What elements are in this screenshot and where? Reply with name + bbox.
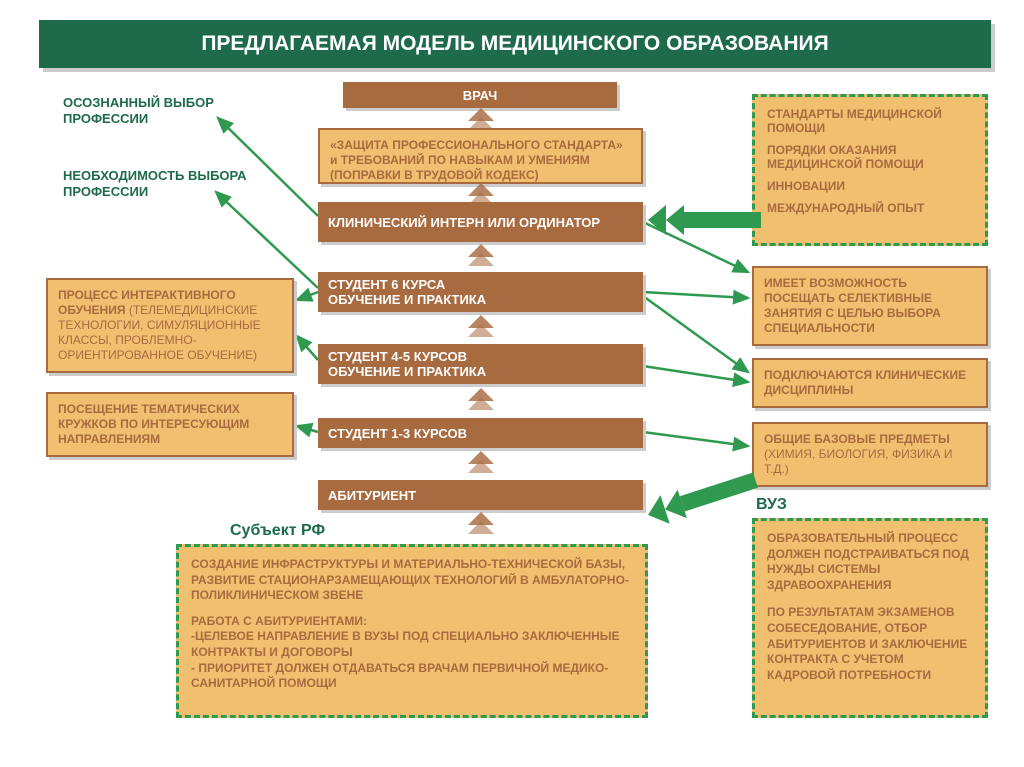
right-box-selective: ИМЕЕТ ВОЗМОЖНОСТЬ ПОСЕЩАТЬ СЕЛЕКТИВНЫЕ З… [752, 266, 988, 346]
stage-applicant: АБИТУРИЕНТ [318, 480, 643, 510]
chevron-up-6 [468, 512, 494, 530]
chevron-up-0 [468, 108, 494, 126]
thin-arrow-clinical_from6 [643, 296, 748, 372]
thin-arrow-conscious_choice [218, 118, 318, 216]
label-need_choice: НЕОБХОДИМОСТЬ ВЫБОРА ПРОФЕССИИ [63, 168, 263, 199]
vuz-box: ОБРАЗОВАТЕЛЬНЫЙ ПРОЦЕСС ДОЛЖЕН ПОДСТРАИВ… [752, 518, 988, 718]
stage-year45: СТУДЕНТ 4-5 КУРСОВ ОБУЧЕНИЕ И ПРАКТИКА [318, 344, 643, 384]
thin-arrow-need_choice [216, 192, 318, 288]
title-bar: ПРЕДЛАГАЕМАЯ МОДЕЛЬ МЕДИЦИНСКОГО ОБРАЗОВ… [39, 20, 991, 68]
right-box-basic: ОБЩИЕ БАЗОВЫЕ ПРЕДМЕТЫ (ХИМИЯ, БИОЛОГИЯ,… [752, 422, 988, 487]
standards-box: СТАНДАРТЫ МЕДИЦИНСКОЙ ПОМОЩИПОРЯДКИ ОКАЗ… [752, 94, 988, 246]
stage-year6: СТУДЕНТ 6 КУРСА ОБУЧЕНИЕ И ПРАКТИКА [318, 272, 643, 312]
chevron-up-2 [468, 244, 494, 262]
stage-doctor: ВРАЧ [343, 82, 617, 108]
chevron-up-3 [468, 315, 494, 333]
subject-label: Субъект РФ [230, 522, 325, 540]
vuz-label: ВУЗ [756, 496, 787, 514]
left-box-interactive: ПРОЦЕСС ИНТЕРАКТИВНОГО ОБУЧЕНИЯ (ТЕЛЕМЕД… [46, 278, 294, 373]
title-text: ПРЕДЛАГАЕМАЯ МОДЕЛЬ МЕДИЦИНСКОГО ОБРАЗОВ… [201, 32, 828, 56]
stage-intern: КЛИНИЧЕСКИЙ ИНТЕРН ИЛИ ОРДИНАТОР [318, 202, 643, 242]
fat-arrow-0 [648, 205, 761, 235]
subject-box: СОЗДАНИЕ ИНФРАСТРУКТУРЫ И МАТЕРИАЛЬНО-ТЕ… [176, 544, 648, 718]
thin-arrow-circles [297, 426, 318, 432]
chevron-up-1 [468, 183, 494, 201]
thin-arrow-clinical_from45 [643, 366, 748, 382]
thin-arrow-selective_from6 [643, 292, 748, 298]
thin-arrow-interactive_from45 [297, 336, 318, 360]
right-box-clinical: ПОДКЛЮЧАЮТСЯ КЛИНИЧЕСКИЕ ДИСЦИПЛИНЫ [752, 358, 988, 408]
thin-arrow-interactive_from6 [297, 292, 318, 300]
left-box-circles: ПОСЕЩЕНИЕ ТЕМАТИЧЕСКИХ КРУЖКОВ ПО ИНТЕРЕ… [46, 392, 294, 457]
stage-year13: СТУДЕНТ 1-3 КУРСОВ [318, 418, 643, 448]
label-conscious_choice: ОСОЗНАННЫЙ ВЫБОР ПРОФЕССИИ [63, 95, 263, 126]
chevron-up-4 [468, 388, 494, 406]
fat-arrow-1 [643, 466, 760, 529]
thin-arrow-basic_from13 [643, 432, 748, 446]
chevron-up-5 [468, 451, 494, 469]
stage-standard: «ЗАЩИТА ПРОФЕССИОНАЛЬНОГО СТАНДАРТА» и Т… [318, 128, 643, 184]
